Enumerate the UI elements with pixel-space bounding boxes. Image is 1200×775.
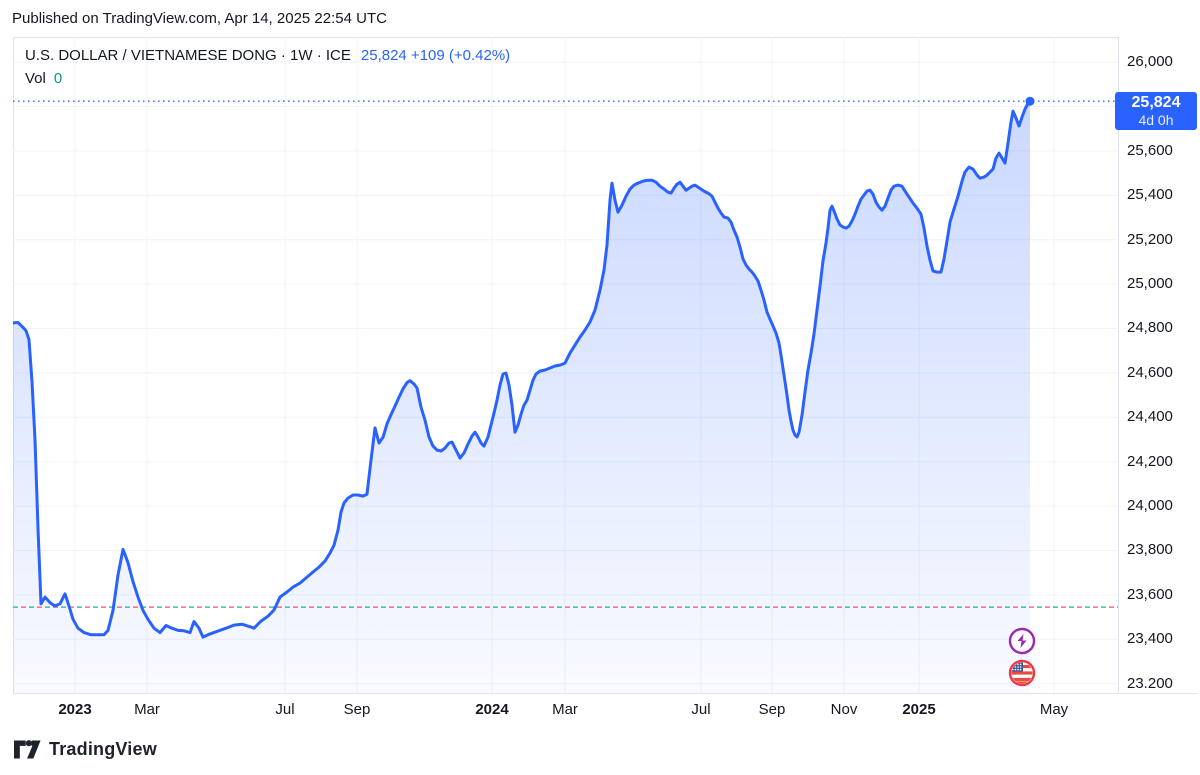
time-axis-label: 2025 bbox=[902, 701, 936, 718]
time-axis[interactable]: 2023 Mar Jul Sep 2024 Mar Jul Sep Nov 2025 May bbox=[13, 693, 1197, 725]
volume-label: Vol bbox=[25, 70, 46, 87]
time-axis-label: Sep bbox=[343, 701, 371, 718]
price-axis-label: 24,400 bbox=[1127, 408, 1173, 425]
price-axis-label: 24,800 bbox=[1127, 319, 1173, 336]
us-flag-event-icon[interactable] bbox=[1008, 659, 1036, 687]
tradingview-logo-icon bbox=[14, 740, 41, 759]
price-axis-label: 23,600 bbox=[1127, 586, 1173, 603]
volume-value: 0 bbox=[53, 70, 63, 87]
time-axis-label: Nov bbox=[830, 701, 858, 718]
time-axis-label: 2023 bbox=[58, 701, 92, 718]
price-axis-label: 25,200 bbox=[1127, 231, 1173, 248]
price-axis-label: 23,800 bbox=[1127, 541, 1173, 558]
bar-countdown: 4d 0h bbox=[1138, 112, 1174, 128]
chart-canvas[interactable] bbox=[13, 37, 1118, 693]
price-axis-label: 24,200 bbox=[1127, 453, 1173, 470]
price-axis[interactable]: 26,000 25,600 25,400 25,200 25,000 24,800 24,6… bbox=[1118, 37, 1197, 693]
price-axis-label: 25,600 bbox=[1127, 142, 1173, 159]
tradingview-logo[interactable]: TradingView bbox=[14, 739, 157, 760]
time-axis-label: 2024 bbox=[475, 701, 509, 718]
time-axis-label: Jul bbox=[275, 701, 295, 718]
published-bar: Published on TradingView.com, Apr 14, 20… bbox=[12, 10, 387, 27]
time-axis-label: Mar bbox=[134, 701, 160, 718]
tradingview-logo-text: TradingView bbox=[49, 739, 157, 759]
price-axis-label: 25,400 bbox=[1127, 186, 1173, 203]
price-axis-label: 24,600 bbox=[1127, 364, 1173, 381]
last-price-label: 25,824 4d 0h bbox=[1115, 92, 1197, 130]
chart-legend: U.S. DOLLAR / VIETNAMESE DONG · 1W · ICE… bbox=[25, 46, 510, 89]
symbol-title: U.S. DOLLAR / VIETNAMESE DONG · 1W · ICE bbox=[25, 47, 351, 64]
price-axis-label: 23.200 bbox=[1127, 675, 1173, 692]
time-axis-label: May bbox=[1039, 701, 1069, 718]
time-axis-label: Sep bbox=[758, 701, 786, 718]
time-axis-label: Mar bbox=[552, 701, 578, 718]
time-axis-label: Jul bbox=[691, 701, 711, 718]
lightning-event-icon[interactable] bbox=[1008, 627, 1036, 655]
last-price-value: 25,824 bbox=[1131, 94, 1181, 111]
price-axis-label: 23,400 bbox=[1127, 630, 1173, 647]
price-axis-label: 24,000 bbox=[1127, 497, 1173, 514]
price-axis-label: 26,000 bbox=[1127, 53, 1173, 70]
price-axis-label: 25,000 bbox=[1127, 275, 1173, 292]
quote-values: 25,824 +109 (+0.42%) bbox=[360, 47, 511, 64]
